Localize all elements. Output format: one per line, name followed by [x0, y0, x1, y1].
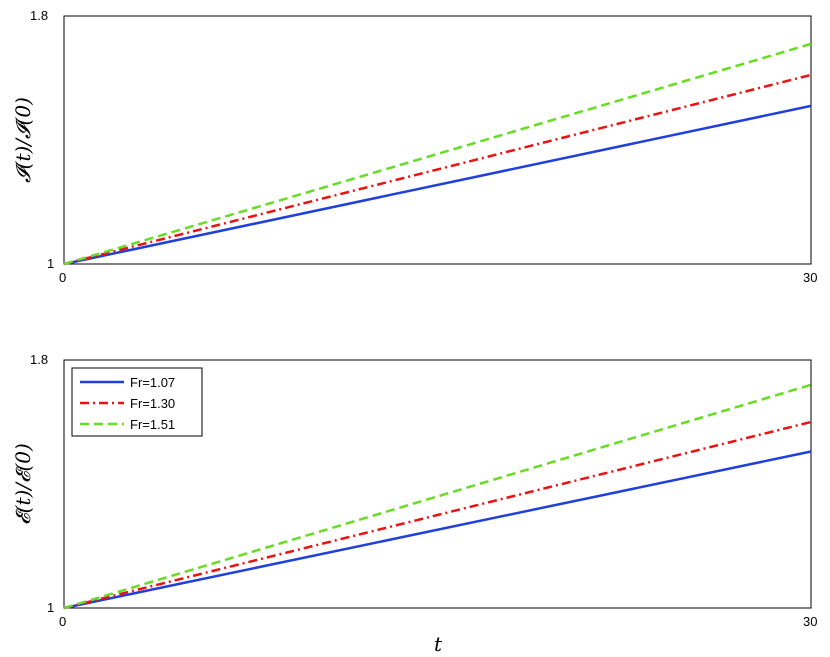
series-line-bottom-fr151 [63, 383, 812, 610]
ylabel-bottom: 𝓔(t)/𝓔(0) [11, 443, 35, 525]
legend-label-fr151: Fr=1.51 [130, 417, 175, 432]
ytick-bottom-min: 1 [47, 600, 54, 615]
series-group-bottom [63, 383, 812, 610]
series-line-bottom-fr130 [63, 420, 812, 610]
xtick-bottom-max: 30 [803, 614, 817, 629]
xtick-bottom-min: 0 [59, 614, 66, 629]
xlabel-bottom: t [434, 632, 443, 656]
ytick-bottom-max: 1.8 [30, 352, 48, 367]
panel-bottom: 1.8 1 0 30 𝓔(t)/𝓔(0) t Fr=1.07 Fr=1.30 F… [11, 352, 817, 656]
ytick-top-max: 1.8 [30, 8, 48, 23]
panel-top: 1.8 1 0 30 𝓘(t)/𝓘(0) [11, 8, 817, 285]
xtick-top-max: 30 [803, 270, 817, 285]
series-line-top-fr130 [63, 73, 812, 266]
series-line-top-fr107 [63, 104, 812, 266]
series-line-bottom-fr107 [63, 450, 812, 610]
plot-frame-top [63, 15, 812, 265]
ytick-top-min: 1 [47, 256, 54, 271]
legend-label-fr130: Fr=1.30 [130, 396, 175, 411]
series-line-top-fr151 [63, 42, 812, 266]
xtick-top-min: 0 [59, 270, 66, 285]
legend-label-fr107: Fr=1.07 [130, 375, 175, 390]
ylabel-top: 𝓘(t)/𝓘(0) [11, 97, 35, 183]
series-group-top [63, 42, 812, 266]
legend: Fr=1.07 Fr=1.30 Fr=1.51 [71, 367, 203, 437]
